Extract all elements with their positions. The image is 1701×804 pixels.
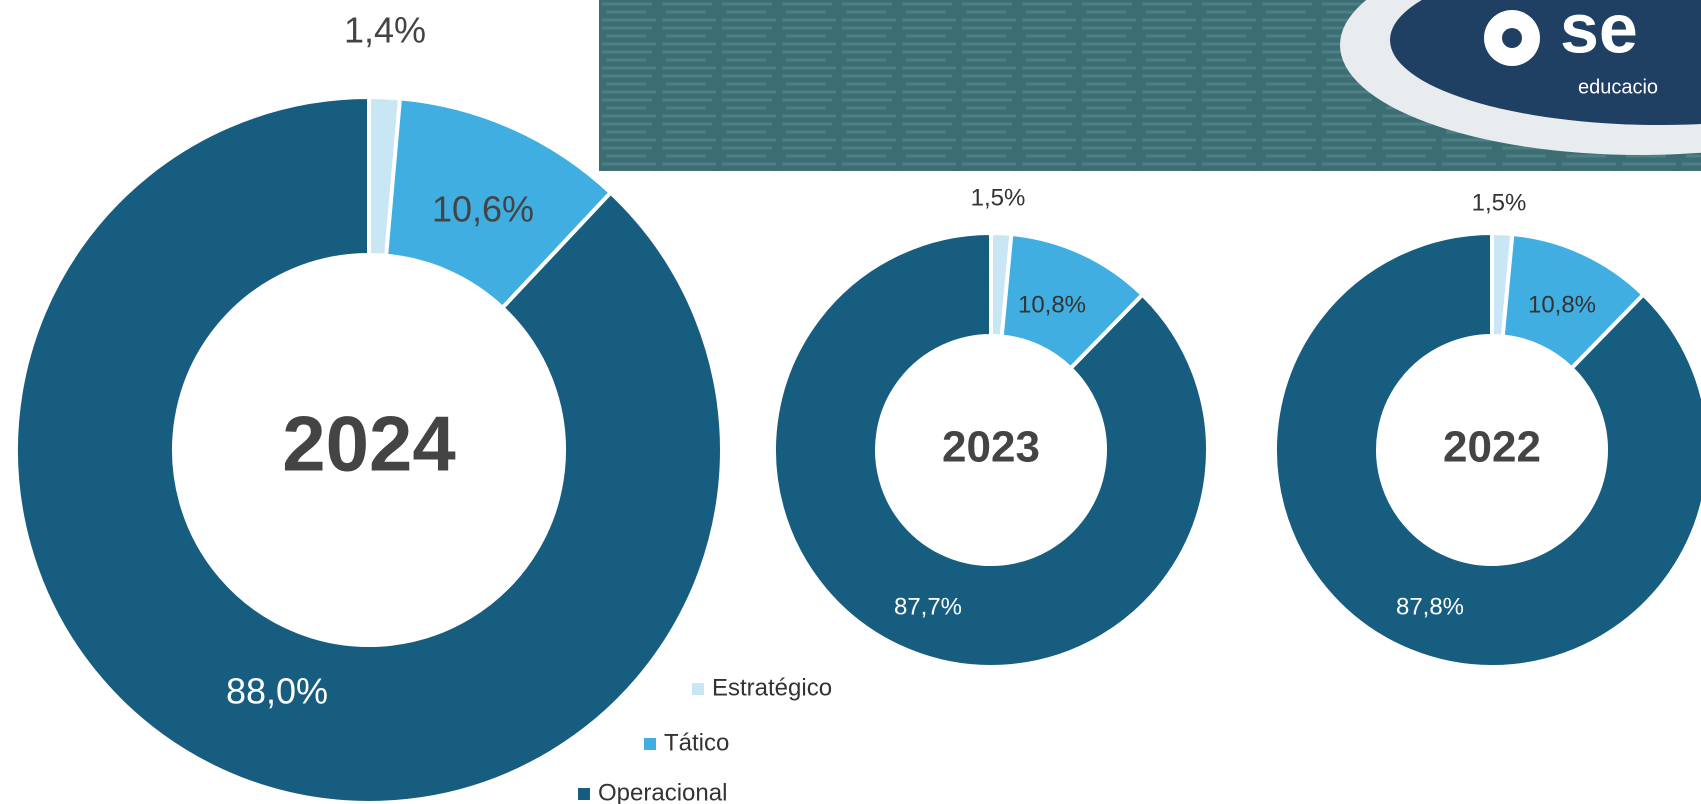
legend-swatch bbox=[644, 738, 656, 750]
center-title: 2022 bbox=[1443, 423, 1541, 472]
data-label: 1,5% bbox=[1472, 189, 1527, 216]
data-label: 88,0% bbox=[226, 671, 328, 712]
donut-slice bbox=[1273, 230, 1701, 669]
center-title: 2024 bbox=[282, 400, 456, 488]
data-label: 10,8% bbox=[1528, 291, 1596, 318]
data-label: 1,5% bbox=[971, 184, 1026, 211]
legend-label: Tático bbox=[664, 729, 729, 756]
data-label: 87,7% bbox=[894, 593, 962, 620]
data-label: 10,6% bbox=[432, 189, 534, 230]
legend-label: Estratégico bbox=[712, 674, 832, 701]
legend-label: Operacional bbox=[598, 779, 727, 804]
data-label: 87,8% bbox=[1396, 593, 1464, 620]
logo-text: se bbox=[1560, 0, 1638, 67]
center-title: 2023 bbox=[942, 423, 1040, 472]
donut-slice bbox=[771, 230, 1210, 669]
header-banner: se educacio bbox=[599, 0, 1701, 171]
legend-swatch bbox=[692, 683, 704, 695]
data-label: 10,8% bbox=[1018, 291, 1086, 318]
legend-swatch bbox=[578, 788, 590, 800]
donut-slice bbox=[14, 94, 724, 804]
logo-tagline: educacio bbox=[1578, 76, 1658, 98]
data-label: 1,4% bbox=[344, 10, 426, 51]
